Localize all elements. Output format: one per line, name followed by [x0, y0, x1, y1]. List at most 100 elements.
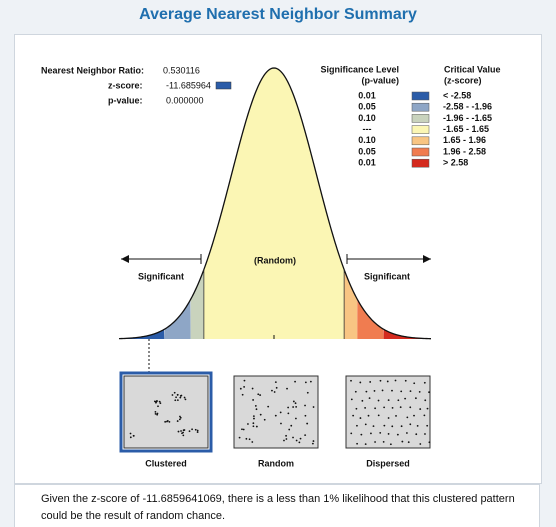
- dot: [157, 405, 159, 408]
- dot: [299, 437, 302, 440]
- dot: [304, 381, 307, 384]
- dot: [166, 420, 168, 423]
- dot: [352, 414, 355, 417]
- description: Given the z-score of -11.6859641069, the…: [14, 484, 540, 527]
- curve-label: Significant: [138, 271, 184, 281]
- dot: [168, 420, 171, 423]
- dot: [354, 390, 357, 393]
- dot: [419, 408, 422, 410]
- dot: [373, 390, 376, 392]
- dot: [423, 381, 426, 384]
- dot: [311, 442, 314, 445]
- dot: [252, 415, 255, 418]
- legend-range: -1.65 - 1.65: [443, 124, 489, 134]
- dot: [290, 424, 293, 427]
- pattern-box: [233, 375, 319, 449]
- dot: [389, 443, 392, 446]
- legend-level: 0.10: [358, 113, 376, 123]
- dot: [273, 391, 276, 393]
- dot: [383, 406, 386, 409]
- bell-curve: [118, 67, 432, 340]
- dot: [424, 433, 426, 435]
- dot: [407, 441, 410, 444]
- curve-band: [190, 270, 204, 339]
- panel: Nearest Neighbor Ratio: 0.530116 z-score: -…: [14, 34, 542, 484]
- dot: [182, 429, 185, 432]
- dot: [364, 423, 367, 426]
- dot: [409, 390, 412, 392]
- dot: [176, 420, 179, 422]
- dot: [391, 407, 394, 409]
- curve-band: [344, 269, 358, 339]
- dot: [275, 386, 278, 389]
- dot: [271, 389, 273, 392]
- stat-value: -11.685964: [166, 80, 211, 90]
- dot: [372, 425, 375, 428]
- dot: [426, 407, 429, 410]
- dot: [379, 431, 382, 434]
- dot: [179, 396, 182, 399]
- dot: [191, 428, 193, 431]
- dot: [176, 394, 179, 396]
- dot: [238, 436, 241, 439]
- dot: [359, 381, 362, 384]
- dot: [406, 416, 409, 419]
- dot: [356, 424, 358, 427]
- dot: [306, 422, 309, 425]
- dot: [253, 417, 255, 420]
- stat-label: Nearest Neighbor Ratio:: [41, 65, 144, 75]
- dot: [174, 399, 177, 402]
- dot: [159, 402, 162, 405]
- dot: [287, 412, 290, 415]
- dot: [247, 423, 249, 425]
- curve-band: [203, 68, 345, 340]
- dot: [377, 414, 380, 417]
- dot: [288, 428, 291, 431]
- legend-header: Critical Value: [444, 64, 501, 74]
- legend-range: 1.96 - 2.58: [443, 146, 486, 156]
- dot: [292, 406, 295, 408]
- stat-label: z-score:: [108, 80, 143, 90]
- dot: [274, 381, 277, 383]
- stat-value: 0.000000: [166, 95, 204, 105]
- pattern-frame: [119, 371, 213, 453]
- dot: [400, 390, 403, 393]
- dot: [248, 438, 251, 441]
- curve-band: [119, 329, 165, 339]
- dot: [304, 404, 306, 407]
- dot: [387, 417, 390, 419]
- dot: [391, 389, 393, 392]
- dot: [404, 379, 407, 382]
- dot: [312, 406, 315, 408]
- dot: [263, 418, 266, 421]
- dot: [255, 425, 258, 428]
- dot: [158, 400, 161, 403]
- summary-graphic: Nearest Neighbor Ratio: 0.530116 z-score: -…: [41, 64, 501, 468]
- legend-range: 1.65 - 1.96: [443, 135, 486, 145]
- dot: [178, 418, 181, 421]
- legend-header: (p-value): [361, 75, 399, 85]
- legend-swatch: [411, 125, 430, 134]
- pattern-label: Clustered: [145, 458, 187, 468]
- dot: [391, 425, 394, 428]
- dot: [406, 432, 408, 434]
- dot: [243, 379, 246, 382]
- dot: [252, 422, 255, 425]
- dot: [350, 379, 352, 382]
- dot: [196, 429, 199, 432]
- dot: [267, 405, 270, 408]
- dot: [154, 412, 157, 415]
- dot: [180, 430, 182, 432]
- dot: [251, 387, 254, 390]
- dot: [428, 391, 430, 394]
- dot: [356, 442, 358, 445]
- dot: [180, 394, 183, 397]
- arrow-head: [121, 255, 129, 263]
- legend-level: 0.10: [358, 135, 376, 145]
- dot: [365, 390, 368, 393]
- dot: [382, 440, 385, 443]
- dot: [292, 400, 295, 403]
- curve-label: (Random): [254, 255, 296, 265]
- dot: [304, 414, 307, 417]
- dot: [394, 379, 397, 382]
